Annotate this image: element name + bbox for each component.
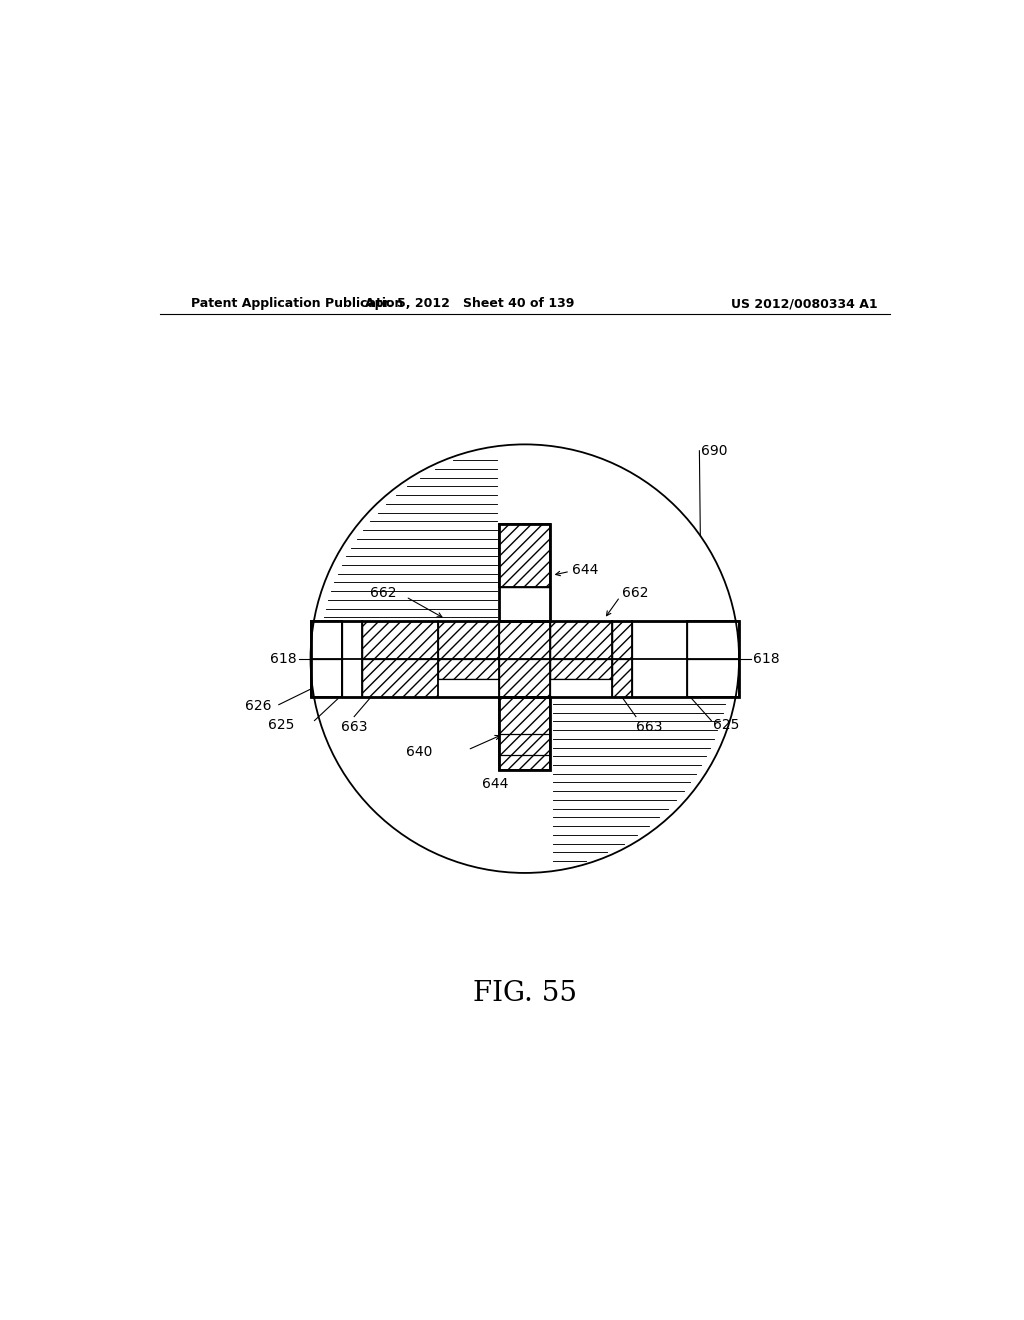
Text: US 2012/0080334 A1: US 2012/0080334 A1	[731, 297, 878, 310]
Bar	[437, 620, 500, 659]
Bar	[310, 620, 342, 697]
Text: Apr. 5, 2012   Sheet 40 of 139: Apr. 5, 2012 Sheet 40 of 139	[365, 297, 573, 310]
Bar	[550, 620, 612, 659]
Text: 625: 625	[268, 718, 295, 731]
Text: 644: 644	[482, 777, 509, 791]
Text: 618: 618	[753, 652, 779, 665]
Text: 626: 626	[246, 700, 272, 713]
Bar	[687, 620, 739, 697]
Bar	[500, 697, 550, 770]
Bar	[500, 524, 550, 620]
Bar	[500, 697, 550, 770]
Bar	[612, 659, 632, 697]
Bar	[437, 678, 500, 697]
Bar	[500, 659, 550, 697]
Bar	[500, 620, 550, 659]
Bar	[550, 678, 612, 697]
Text: 618: 618	[270, 652, 297, 665]
Text: 662: 662	[622, 586, 648, 599]
Bar	[500, 587, 550, 620]
Text: 663: 663	[636, 719, 663, 734]
Text: 644: 644	[571, 562, 598, 577]
Bar	[310, 620, 739, 697]
Text: 663: 663	[341, 719, 368, 734]
Text: Patent Application Publication: Patent Application Publication	[191, 297, 403, 310]
Bar	[500, 697, 550, 770]
Bar	[362, 659, 437, 697]
Text: 690: 690	[701, 444, 727, 458]
Bar	[500, 524, 550, 587]
Bar	[437, 659, 500, 678]
Bar	[310, 620, 739, 697]
Bar	[550, 659, 612, 678]
Text: 640: 640	[406, 744, 432, 759]
Bar	[500, 524, 550, 620]
Text: FIG. 55: FIG. 55	[473, 979, 577, 1007]
Text: 662: 662	[370, 586, 396, 599]
Text: 625: 625	[713, 718, 739, 731]
Bar	[342, 620, 362, 697]
Bar	[362, 620, 437, 659]
Bar	[612, 620, 632, 659]
Bar	[632, 620, 687, 697]
